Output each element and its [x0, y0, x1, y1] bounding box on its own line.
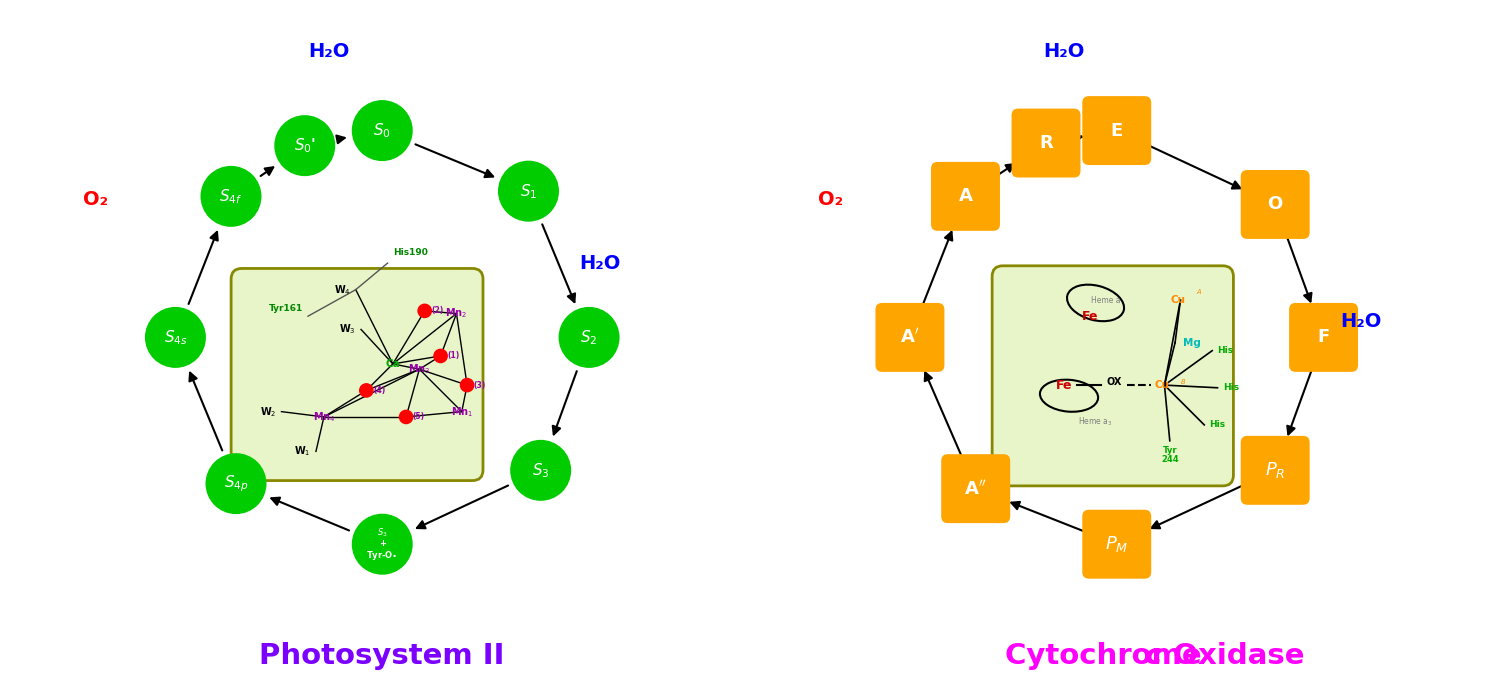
Text: W$_2$: W$_2$ — [259, 405, 276, 418]
Circle shape — [433, 349, 447, 363]
FancyBboxPatch shape — [931, 162, 1000, 231]
Text: $S_2$: $S_2$ — [580, 328, 598, 347]
FancyBboxPatch shape — [1082, 96, 1151, 165]
Circle shape — [510, 440, 571, 501]
Text: $_A$: $_A$ — [1196, 287, 1202, 297]
Text: (2): (2) — [432, 306, 444, 315]
Text: Mn$_2$: Mn$_2$ — [445, 307, 468, 320]
Text: (3): (3) — [474, 381, 486, 390]
Text: W$_4$: W$_4$ — [334, 283, 351, 296]
Circle shape — [418, 304, 432, 317]
Text: Oxidase: Oxidase — [1163, 642, 1304, 670]
Text: Cytochrome: Cytochrome — [1006, 642, 1213, 670]
FancyBboxPatch shape — [1241, 170, 1310, 239]
Text: W$_3$: W$_3$ — [339, 322, 355, 336]
Text: c: c — [1145, 642, 1162, 670]
FancyBboxPatch shape — [1241, 436, 1310, 505]
Text: Cu: Cu — [1154, 380, 1169, 390]
Text: O₂: O₂ — [84, 190, 108, 209]
Text: F: F — [1318, 329, 1330, 347]
Text: O₂: O₂ — [818, 190, 842, 209]
Text: $S_3$: $S_3$ — [532, 461, 550, 480]
Text: $S_3$
+
Tyr-O$\bullet$: $S_3$ + Tyr-O$\bullet$ — [366, 526, 399, 562]
Text: (1): (1) — [447, 351, 460, 361]
Text: Heme a$_3$: Heme a$_3$ — [1078, 416, 1112, 429]
Text: $S_{4s}$: $S_{4s}$ — [163, 328, 187, 347]
Circle shape — [352, 100, 412, 161]
Text: Fe: Fe — [1055, 379, 1072, 392]
Text: Tyr
244: Tyr 244 — [1160, 446, 1178, 464]
Text: Mn$_4$: Mn$_4$ — [313, 410, 336, 424]
Text: O: O — [1268, 196, 1283, 214]
Text: A$'$: A$'$ — [901, 328, 920, 347]
Circle shape — [205, 453, 267, 514]
Text: R: R — [1039, 134, 1052, 152]
Text: Mn$_1$: Mn$_1$ — [451, 405, 474, 418]
Text: Mn$_3$: Mn$_3$ — [408, 363, 430, 376]
Text: Ca: Ca — [385, 359, 400, 369]
Circle shape — [360, 383, 373, 397]
Text: $S_0$: $S_0$ — [373, 121, 391, 140]
Text: $S_1$: $S_1$ — [520, 182, 537, 200]
Text: His190: His190 — [393, 248, 427, 258]
Text: Tyr161: Tyr161 — [268, 304, 303, 313]
Text: His: His — [1210, 420, 1226, 429]
Text: $P_R$: $P_R$ — [1265, 460, 1286, 480]
Text: A: A — [958, 187, 973, 205]
FancyBboxPatch shape — [1012, 109, 1081, 177]
Text: W$_1$: W$_1$ — [294, 445, 310, 458]
Text: Fe: Fe — [1082, 310, 1099, 323]
Text: Cu: Cu — [1171, 295, 1186, 306]
Text: H₂O: H₂O — [1340, 312, 1382, 331]
Text: (4): (4) — [373, 386, 385, 395]
Text: H₂O: H₂O — [579, 253, 621, 273]
Text: A$''$: A$''$ — [964, 479, 988, 498]
FancyBboxPatch shape — [1289, 303, 1358, 372]
Text: $S_{4f}$: $S_{4f}$ — [219, 187, 243, 206]
Text: $S_0$': $S_0$' — [294, 136, 316, 155]
Text: (5): (5) — [412, 413, 424, 422]
Text: H₂O: H₂O — [309, 42, 349, 61]
Circle shape — [274, 115, 336, 176]
Text: Heme a: Heme a — [1091, 296, 1121, 305]
FancyBboxPatch shape — [992, 266, 1234, 486]
Circle shape — [145, 307, 205, 368]
Text: His: His — [1217, 346, 1234, 355]
Text: H₂O: H₂O — [1043, 42, 1084, 61]
Text: Mg: Mg — [1183, 338, 1201, 348]
Circle shape — [399, 411, 412, 424]
FancyBboxPatch shape — [1082, 509, 1151, 578]
Circle shape — [498, 161, 559, 221]
FancyBboxPatch shape — [875, 303, 944, 372]
Text: OX: OX — [1106, 377, 1121, 388]
Text: E: E — [1111, 122, 1123, 140]
Circle shape — [201, 166, 261, 227]
Text: $S_{4p}$: $S_{4p}$ — [223, 473, 249, 494]
Text: Photosystem II: Photosystem II — [259, 642, 505, 670]
Text: $_B$: $_B$ — [1180, 377, 1187, 388]
FancyBboxPatch shape — [941, 454, 1010, 523]
Circle shape — [460, 379, 474, 392]
FancyBboxPatch shape — [231, 269, 483, 480]
Text: His: His — [1223, 383, 1240, 393]
Circle shape — [352, 514, 412, 575]
Text: $P_M$: $P_M$ — [1105, 535, 1129, 554]
Circle shape — [559, 307, 619, 368]
